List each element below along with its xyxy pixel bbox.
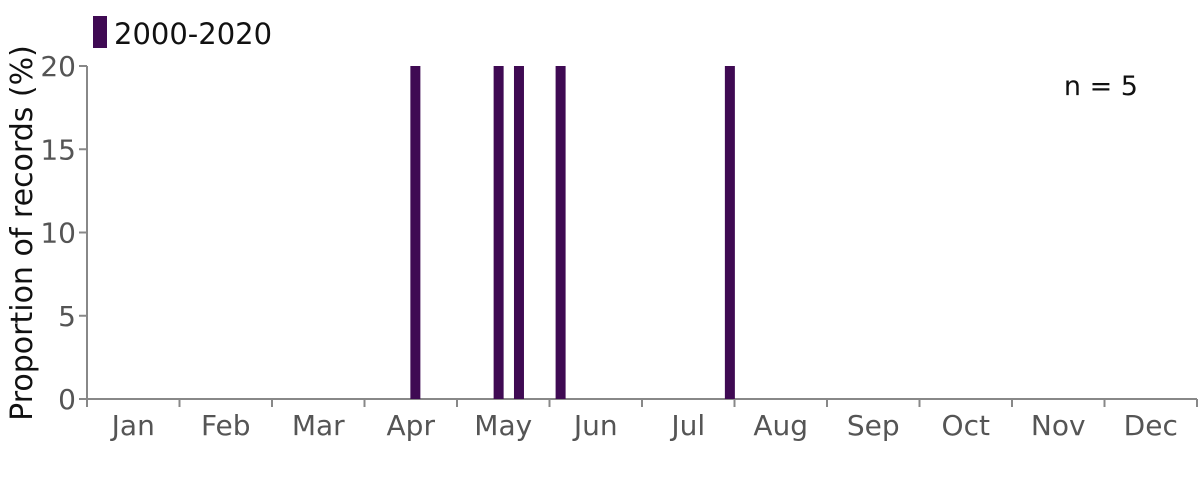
x-tick-label-jul: Jul: [669, 409, 705, 442]
x-tick-label-sep: Sep: [847, 409, 900, 442]
sample-size-annotation: n = 5: [1064, 71, 1138, 102]
bar-0-4: [724, 66, 735, 399]
x-tick-label-jan: Jan: [110, 409, 155, 442]
x-tick-label-oct: Oct: [942, 409, 990, 442]
y-tick-label-5: 5: [58, 300, 76, 333]
y-axis-title: Proportion of records (%): [5, 45, 40, 421]
x-tick-label-mar: Mar: [292, 409, 345, 442]
y-tick-label-0: 0: [58, 383, 76, 416]
legend-swatch: [93, 16, 107, 48]
x-tick-label-nov: Nov: [1031, 409, 1086, 442]
y-tick-label-10: 10: [40, 217, 76, 250]
x-tick-label-apr: Apr: [387, 409, 436, 442]
axes: 0 5 10 15 20 Jan Feb Mar Apr May Jun Jul Aug Sep Oct No…: [40, 50, 1198, 442]
legend: 2000-2020: [93, 16, 272, 51]
bar-0-3: [555, 66, 566, 399]
y-tick-label-15: 15: [40, 133, 76, 166]
legend-label: 2000-2020: [114, 17, 272, 51]
bar-0-1: [493, 66, 504, 399]
x-tick-label-jun: Jun: [572, 409, 618, 442]
x-tick-label-may: May: [474, 409, 532, 442]
bar-0-2: [513, 66, 524, 399]
x-tick-label-feb: Feb: [201, 409, 251, 442]
x-tick-label-dec: Dec: [1124, 409, 1178, 442]
x-tick-label-aug: Aug: [753, 409, 808, 442]
y-tick-label-20: 20: [40, 50, 76, 83]
bar-0-0: [410, 66, 421, 399]
bars: [410, 66, 735, 399]
